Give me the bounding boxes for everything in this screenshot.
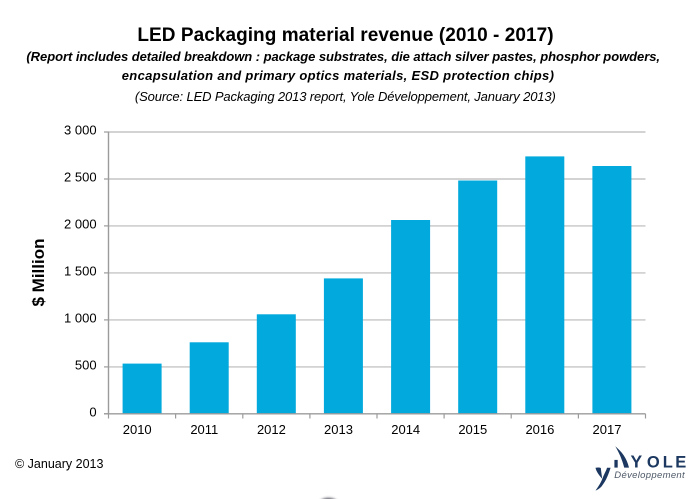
svg-text:2 000: 2 000 (64, 217, 97, 232)
svg-text:2012: 2012 (257, 422, 286, 437)
svg-text:0: 0 (89, 404, 96, 419)
svg-text:2014: 2014 (391, 422, 420, 437)
svg-text:2013: 2013 (324, 422, 353, 437)
svg-text:E: E (675, 454, 686, 472)
svg-text:2016: 2016 (525, 422, 554, 437)
svg-text:500: 500 (75, 357, 97, 372)
svg-text:2015: 2015 (458, 422, 487, 437)
svg-text:2010: 2010 (123, 422, 152, 437)
svg-text:1 000: 1 000 (64, 310, 97, 325)
svg-text:2017: 2017 (593, 422, 622, 437)
svg-text:O: O (647, 454, 660, 472)
svg-text:L: L (663, 454, 673, 472)
svg-text:Y: Y (630, 452, 642, 472)
svg-text:2011: 2011 (190, 422, 218, 437)
svg-text:2 500: 2 500 (64, 170, 97, 185)
svg-text:3 000: 3 000 (64, 123, 97, 138)
svg-text:$ Million: $ Million (29, 239, 48, 307)
svg-text:1 500: 1 500 (64, 264, 97, 279)
svg-text:Développement: Développement (614, 470, 685, 481)
